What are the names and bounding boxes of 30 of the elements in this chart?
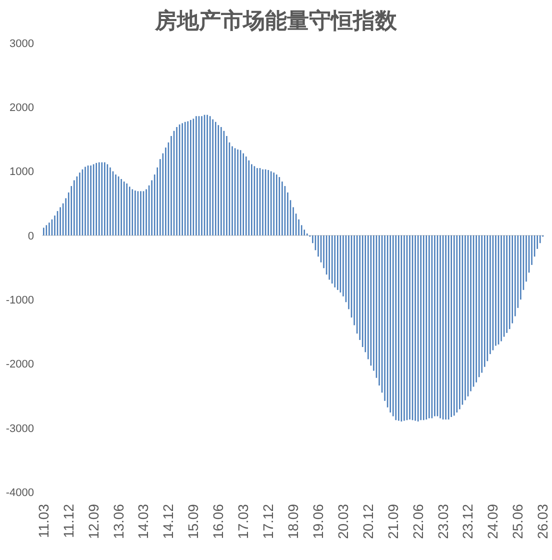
x-tick-label: 19.06 (310, 504, 326, 540)
x-tick-label: 20.03 (334, 504, 351, 540)
x-tick-label: 24.09 (484, 504, 501, 540)
x-tick-label: 21.09 (384, 504, 401, 540)
x-tick-label: 14.03 (135, 504, 152, 540)
x-tick-label: 14.12 (160, 504, 176, 540)
x-tick-label: 11.03 (35, 504, 52, 538)
x-tick-label: 20.12 (360, 504, 376, 540)
y-tick-label: 3000 (10, 38, 34, 50)
y-tick-label: -2000 (6, 358, 34, 371)
x-tick-label: 11.12 (60, 504, 76, 538)
x-tick-label: 23.12 (460, 504, 476, 540)
x-tick-label: 23.03 (434, 504, 451, 540)
x-tick-label: 17.03 (235, 504, 252, 540)
y-tick-label: 1000 (10, 166, 34, 178)
x-tick-label: 25.06 (510, 504, 526, 540)
x-tick-label: 16.06 (210, 504, 226, 540)
x-tick-label: 15.09 (185, 504, 202, 540)
x-tick-label: 26.03 (534, 504, 551, 540)
x-tick-label: 17.12 (260, 504, 276, 540)
chart-title: 房地产市场能量守恒指数 (154, 7, 398, 35)
y-tick-label: -3000 (6, 422, 34, 435)
x-tick-label: 13.06 (110, 504, 126, 540)
x-tick-label: 22.06 (410, 504, 426, 540)
y-tick-label: 2000 (10, 102, 34, 114)
y-tick-label: -1000 (6, 294, 34, 306)
y-tick-label: -4000 (6, 486, 34, 499)
x-tick-label: 12.09 (85, 504, 102, 540)
x-tick-label: 18.09 (285, 504, 301, 540)
y-tick-label: 0 (28, 230, 34, 242)
